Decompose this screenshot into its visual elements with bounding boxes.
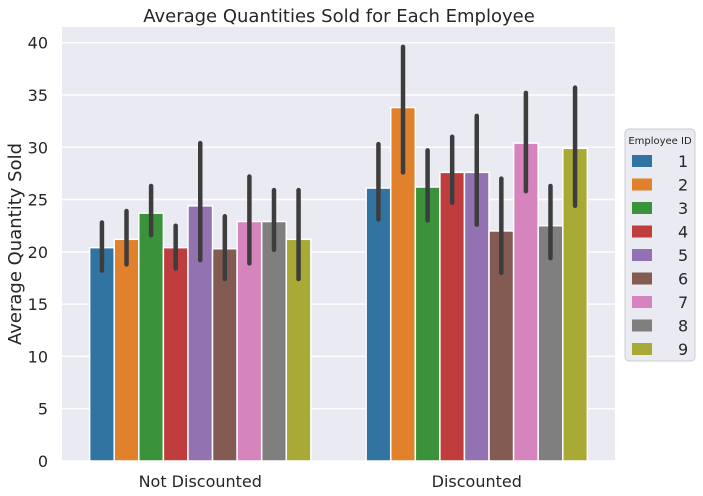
error-bars: [99, 44, 578, 282]
legend-swatch: [632, 155, 652, 167]
legend-items: 1 2 3 4 5 6 7 8 9: [632, 152, 688, 359]
bar: [365, 187, 392, 462]
bar: [439, 171, 466, 462]
legend-label: 2: [678, 176, 688, 195]
bar: [537, 224, 564, 462]
legend-swatch: [632, 343, 652, 355]
legend-swatch: [632, 225, 652, 238]
legend-swatch: [632, 178, 652, 191]
x-tick-labels: Not Discounted Discounted: [139, 472, 522, 491]
bar: [138, 212, 165, 462]
legend-label: 1: [678, 152, 688, 171]
bar: [211, 247, 238, 462]
legend-label: 6: [678, 270, 688, 289]
y-tick-label: 10: [28, 347, 48, 366]
legend-swatch: [632, 202, 652, 214]
legend-label: 5: [678, 246, 688, 265]
y-tick-label: 25: [28, 191, 48, 210]
bar: [162, 246, 189, 462]
y-tick-label: 0: [38, 452, 48, 471]
legend: Employee ID 1 2 3 4 5 6 7 8 9: [624, 128, 696, 362]
bar: [512, 142, 539, 462]
bar: [113, 238, 140, 462]
chart-title: Average Quantities Sold for Each Employe…: [143, 6, 535, 27]
y-tick-label: 35: [28, 86, 48, 105]
x-tick-label: Discounted: [432, 472, 522, 491]
y-tick-label: 40: [28, 34, 48, 53]
x-tick-label: Not Discounted: [139, 472, 262, 491]
legend-swatch: [632, 272, 652, 285]
bar: [414, 186, 441, 462]
bar: [260, 220, 288, 462]
y-tick-label: 15: [28, 295, 48, 314]
legend-title: Employee ID: [628, 136, 692, 147]
y-tick-label: 30: [28, 138, 48, 157]
legend-label: 9: [678, 340, 688, 359]
legend-label: 4: [678, 223, 688, 242]
legend-swatch: [632, 296, 652, 308]
y-tick-label: 5: [38, 400, 48, 419]
bars: [88, 106, 589, 462]
legend-label: 7: [678, 293, 688, 312]
y-tick-label: 20: [28, 243, 48, 262]
bar: [88, 246, 115, 462]
y-tick-labels: 0 5 10 15 20 25 30 35 40: [28, 34, 48, 471]
legend-label: 3: [678, 199, 688, 218]
legend-swatch: [632, 249, 652, 261]
legend-swatch: [632, 319, 652, 332]
legend-label: 8: [678, 317, 688, 336]
y-axis-label: Average Quantity Sold: [5, 143, 26, 345]
